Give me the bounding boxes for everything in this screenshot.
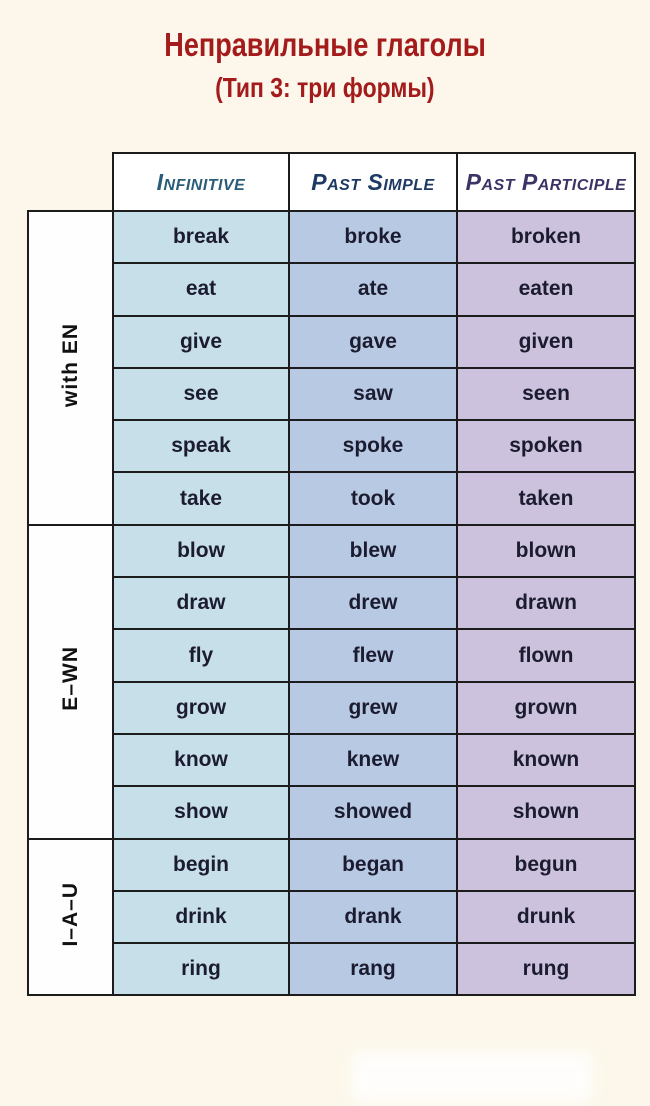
- watermark-patch: [352, 1052, 592, 1102]
- verb-cell: begin: [112, 837, 290, 892]
- verb-cell: blew: [288, 523, 458, 579]
- verb-cell: knew: [288, 732, 458, 788]
- verb-cell: fly: [112, 628, 290, 683]
- verb-cell: spoken: [456, 419, 636, 474]
- verb-cell: break: [112, 209, 290, 265]
- verb-cell: showed: [288, 785, 458, 840]
- verb-cell: blown: [456, 523, 636, 579]
- verb-cell: eaten: [456, 262, 636, 317]
- verb-cell: rung: [456, 942, 636, 997]
- verb-cell: ring: [112, 942, 290, 997]
- verb-cell: grow: [112, 680, 290, 735]
- verb-cell: given: [456, 314, 636, 369]
- verb-cell: give: [112, 314, 290, 369]
- verb-row: show showed shown: [28, 785, 636, 840]
- corner-cell: [28, 153, 113, 211]
- verb-cell: drew: [288, 576, 458, 631]
- verb-row: drink drank drunk: [28, 889, 636, 945]
- verb-cell: taken: [456, 471, 636, 526]
- verb-row: E–WN blow blew blown: [27, 523, 636, 840]
- section-label: I–A–U: [27, 837, 114, 997]
- section-label: with EN: [27, 210, 114, 526]
- verb-row: ring rang rung: [28, 942, 636, 997]
- verb-cell: see: [112, 366, 290, 422]
- verb-cell: flown: [456, 628, 636, 683]
- verb-cell: drawn: [456, 576, 636, 631]
- page-title-text: Неправильные глаголы: [164, 26, 486, 63]
- verb-cell: show: [112, 785, 290, 840]
- verb-cell: shown: [456, 785, 636, 840]
- verb-cell: broken: [456, 209, 636, 265]
- verb-cell: begun: [456, 837, 636, 892]
- verb-cell: saw: [288, 366, 458, 422]
- section-label-text: with EN: [59, 322, 82, 407]
- verb-cell: took: [288, 471, 458, 526]
- verb-cell: flew: [288, 628, 458, 683]
- verb-cell: know: [112, 732, 290, 788]
- verb-row: I–A–U begin began begun: [27, 837, 636, 997]
- irregular-verbs-table: Infinitive Past Simple Past Participle w…: [27, 152, 636, 997]
- verb-cell: grown: [456, 680, 636, 735]
- verb-cell: drink: [112, 889, 290, 945]
- verb-row: see saw seen: [28, 366, 636, 422]
- section-label: E–WN: [27, 523, 114, 840]
- header-infinitive: Infinitive: [112, 152, 290, 212]
- verb-cell: gave: [288, 314, 458, 369]
- verb-cell: spoke: [288, 419, 458, 474]
- verb-row: fly flew flown: [28, 628, 636, 683]
- verb-row: know knew known: [28, 732, 636, 788]
- verb-cell: blow: [112, 523, 290, 579]
- verb-row: with EN break broke broken: [27, 209, 636, 526]
- verb-cell: drank: [288, 889, 458, 945]
- verb-cell: speak: [112, 419, 290, 474]
- verb-row: eat ate eaten: [28, 262, 636, 317]
- page-subtitle-text: (Тип 3: три формы): [215, 72, 435, 103]
- verb-cell: draw: [112, 576, 290, 631]
- section-label-text: I–A–U: [59, 881, 82, 947]
- page-title: Неправильные глаголы: [0, 26, 650, 64]
- verb-cell: eat: [112, 262, 290, 317]
- verb-cell: drunk: [456, 889, 636, 945]
- verb-cell: grew: [288, 680, 458, 735]
- verb-row: draw drew drawn: [28, 576, 636, 631]
- page-subtitle: (Тип 3: три формы): [0, 72, 650, 104]
- verb-row: speak spoke spoken: [28, 419, 636, 474]
- header-past-participle: Past Participle: [456, 152, 636, 212]
- verb-cell: began: [288, 837, 458, 892]
- verb-cell: seen: [456, 366, 636, 422]
- verb-row: grow grew grown: [28, 680, 636, 735]
- verb-cell: take: [112, 471, 290, 526]
- verb-row: give gave given: [28, 314, 636, 369]
- header-past-simple: Past Simple: [288, 152, 458, 212]
- header-row: Infinitive Past Simple Past Participle: [28, 152, 636, 212]
- verb-cell: rang: [288, 942, 458, 997]
- verb-cell: broke: [288, 209, 458, 265]
- verb-cell: ate: [288, 262, 458, 317]
- section-label-text: E–WN: [59, 646, 82, 712]
- verb-cell: known: [456, 732, 636, 788]
- verb-row: take took taken: [28, 471, 636, 526]
